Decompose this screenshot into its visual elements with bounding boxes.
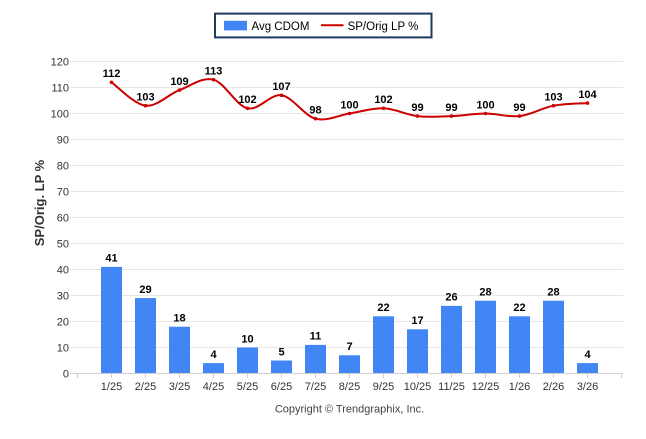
svg-text:11/25: 11/25 bbox=[438, 381, 465, 393]
svg-text:17: 17 bbox=[411, 315, 423, 327]
svg-text:29: 29 bbox=[139, 284, 151, 296]
svg-text:41: 41 bbox=[105, 253, 117, 265]
svg-text:99: 99 bbox=[445, 102, 457, 114]
svg-text:28: 28 bbox=[547, 287, 559, 299]
svg-text:109: 109 bbox=[170, 76, 188, 88]
svg-text:6/25: 6/25 bbox=[271, 381, 292, 393]
svg-text:104: 104 bbox=[578, 89, 597, 101]
svg-text:70: 70 bbox=[57, 187, 69, 199]
svg-text:1/26: 1/26 bbox=[509, 381, 530, 393]
svg-text:102: 102 bbox=[238, 94, 256, 106]
svg-text:20: 20 bbox=[57, 317, 69, 329]
svg-text:98: 98 bbox=[309, 105, 321, 117]
svg-text:2/26: 2/26 bbox=[543, 381, 564, 393]
svg-text:10: 10 bbox=[57, 343, 69, 355]
svg-text:5: 5 bbox=[278, 346, 284, 358]
svg-text:107: 107 bbox=[272, 81, 290, 93]
svg-text:7: 7 bbox=[346, 341, 352, 353]
svg-text:4: 4 bbox=[584, 349, 591, 361]
svg-text:113: 113 bbox=[205, 66, 223, 78]
svg-text:120: 120 bbox=[51, 57, 69, 69]
svg-text:10/25: 10/25 bbox=[404, 381, 432, 393]
svg-text:99: 99 bbox=[411, 102, 423, 114]
svg-text:0: 0 bbox=[63, 369, 69, 381]
svg-text:5/25: 5/25 bbox=[237, 381, 258, 393]
svg-text:Copyright © Trendgraphix, Inc.: Copyright © Trendgraphix, Inc. bbox=[275, 404, 424, 416]
svg-text:110: 110 bbox=[51, 83, 69, 95]
svg-text:4: 4 bbox=[210, 349, 217, 361]
svg-text:26: 26 bbox=[445, 292, 457, 304]
svg-text:12/25: 12/25 bbox=[472, 381, 500, 393]
svg-text:3/26: 3/26 bbox=[577, 381, 598, 393]
svg-text:40: 40 bbox=[57, 265, 69, 277]
svg-text:10: 10 bbox=[241, 333, 253, 345]
svg-text:28: 28 bbox=[479, 287, 491, 299]
svg-text:103: 103 bbox=[136, 92, 154, 104]
svg-text:1/25: 1/25 bbox=[101, 381, 122, 393]
svg-text:100: 100 bbox=[51, 109, 69, 121]
svg-text:9/25: 9/25 bbox=[373, 381, 394, 393]
svg-text:8/25: 8/25 bbox=[339, 381, 360, 393]
svg-text:30: 30 bbox=[57, 291, 69, 303]
svg-text:50: 50 bbox=[57, 239, 69, 251]
svg-text:90: 90 bbox=[57, 135, 69, 147]
svg-text:22: 22 bbox=[377, 302, 389, 314]
svg-text:7/25: 7/25 bbox=[305, 381, 326, 393]
svg-text:11: 11 bbox=[310, 331, 322, 343]
svg-text:80: 80 bbox=[57, 161, 69, 173]
svg-text:100: 100 bbox=[476, 99, 494, 111]
svg-text:99: 99 bbox=[513, 102, 525, 114]
svg-text:2/25: 2/25 bbox=[135, 381, 156, 393]
svg-text:18: 18 bbox=[173, 313, 185, 325]
svg-text:103: 103 bbox=[544, 92, 562, 104]
svg-text:112: 112 bbox=[103, 68, 121, 80]
svg-text:Avg CDOM: Avg CDOM bbox=[252, 21, 310, 33]
svg-text:60: 60 bbox=[57, 213, 69, 225]
svg-text:100: 100 bbox=[340, 99, 358, 111]
svg-text:3/25: 3/25 bbox=[169, 381, 190, 393]
svg-text:SP/Orig LP %: SP/Orig LP % bbox=[348, 21, 419, 33]
svg-text:102: 102 bbox=[374, 94, 392, 106]
svg-text:22: 22 bbox=[513, 302, 525, 314]
svg-text:4/25: 4/25 bbox=[203, 381, 224, 393]
svg-text:SP/Orig. LP %: SP/Orig. LP % bbox=[32, 159, 47, 246]
